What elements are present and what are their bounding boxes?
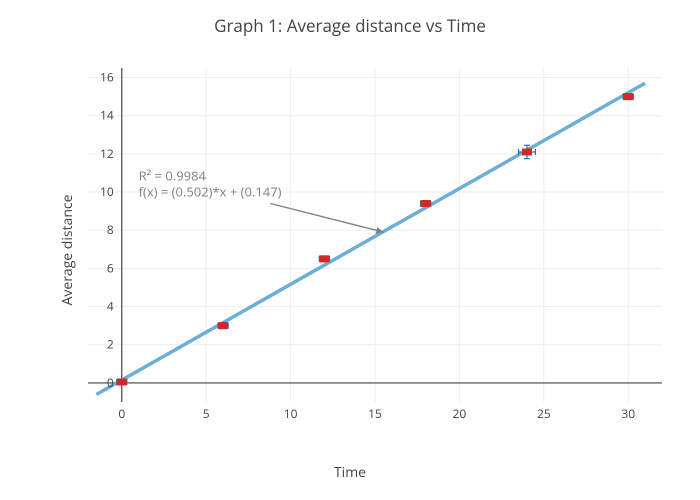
svg-text:2: 2 — [107, 336, 114, 353]
y-axis-label: Average distance — [58, 194, 77, 305]
svg-text:14: 14 — [100, 107, 114, 124]
svg-text:15: 15 — [368, 405, 382, 422]
annotation: R² = 0.9984f(x) = (0.502)*x + (0.147) — [139, 167, 384, 234]
svg-text:6: 6 — [107, 259, 114, 276]
svg-text:0: 0 — [107, 374, 114, 391]
svg-text:8: 8 — [107, 221, 114, 238]
chart-title: Graph 1: Average distance vs Time — [0, 14, 700, 37]
svg-text:16: 16 — [100, 69, 114, 86]
svg-text:12: 12 — [100, 145, 114, 162]
svg-text:f(x) = (0.502)*x + (0.147): f(x) = (0.502)*x + (0.147) — [139, 183, 282, 201]
fit-line — [96, 83, 645, 394]
svg-text:5: 5 — [203, 405, 210, 422]
plot-svg: R² = 0.9984f(x) = (0.502)*x + (0.147) 0 5… — [80, 60, 670, 430]
svg-text:0: 0 — [118, 405, 125, 422]
chart-container: Graph 1: Average distance vs Time Averag… — [0, 0, 700, 500]
svg-text:10: 10 — [100, 183, 114, 200]
svg-text:10: 10 — [284, 405, 298, 422]
x-tick-labels: 0 5 10 15 20 25 30 — [118, 405, 635, 422]
svg-text:30: 30 — [621, 405, 635, 422]
svg-text:25: 25 — [537, 405, 551, 422]
x-axis-label: Time — [0, 463, 700, 482]
svg-text:20: 20 — [453, 405, 467, 422]
plot-area: R² = 0.9984f(x) = (0.502)*x + (0.147) 0 5… — [80, 60, 670, 430]
svg-text:4: 4 — [107, 298, 114, 315]
